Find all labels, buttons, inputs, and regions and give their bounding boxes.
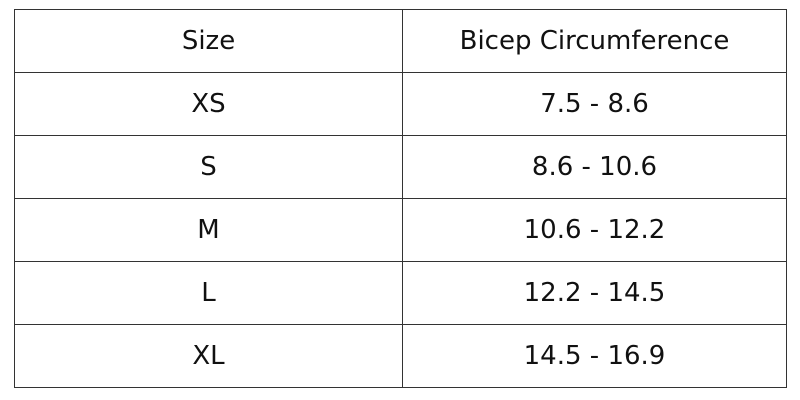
header-cell: Size <box>14 9 403 73</box>
table-cell: L <box>14 261 403 325</box>
table-body: XS 7.5 - 8.6 S 8.6 - 10.6 M 10.6 - 12.2 L 12.2 … <box>14 72 787 388</box>
table-row: XS 7.5 - 8.6 <box>14 72 787 136</box>
table-row: L 12.2 - 14.5 <box>14 261 787 325</box>
table-row: M 10.6 - 12.2 <box>14 198 787 262</box>
table-cell: 12.2 - 14.5 <box>402 261 787 325</box>
table-cell: 10.6 - 12.2 <box>402 198 787 262</box>
table-cell: M <box>14 198 403 262</box>
header-row: Size Bicep Circumference <box>14 9 787 73</box>
table-cell: S <box>14 135 403 199</box>
table-row: XL 14.5 - 16.9 <box>14 324 787 388</box>
table-cell: 14.5 - 16.9 <box>402 324 787 388</box>
table-row: S 8.6 - 10.6 <box>14 135 787 199</box>
size-table: Size Bicep Circumference XS 7.5 - 8.6 S 8.6 … <box>14 9 787 388</box>
table-cell: 7.5 - 8.6 <box>402 72 787 136</box>
table-cell: 8.6 - 10.6 <box>402 135 787 199</box>
table-cell: XS <box>14 72 403 136</box>
table-cell: XL <box>14 324 403 388</box>
header-cell: Bicep Circumference <box>402 9 787 73</box>
